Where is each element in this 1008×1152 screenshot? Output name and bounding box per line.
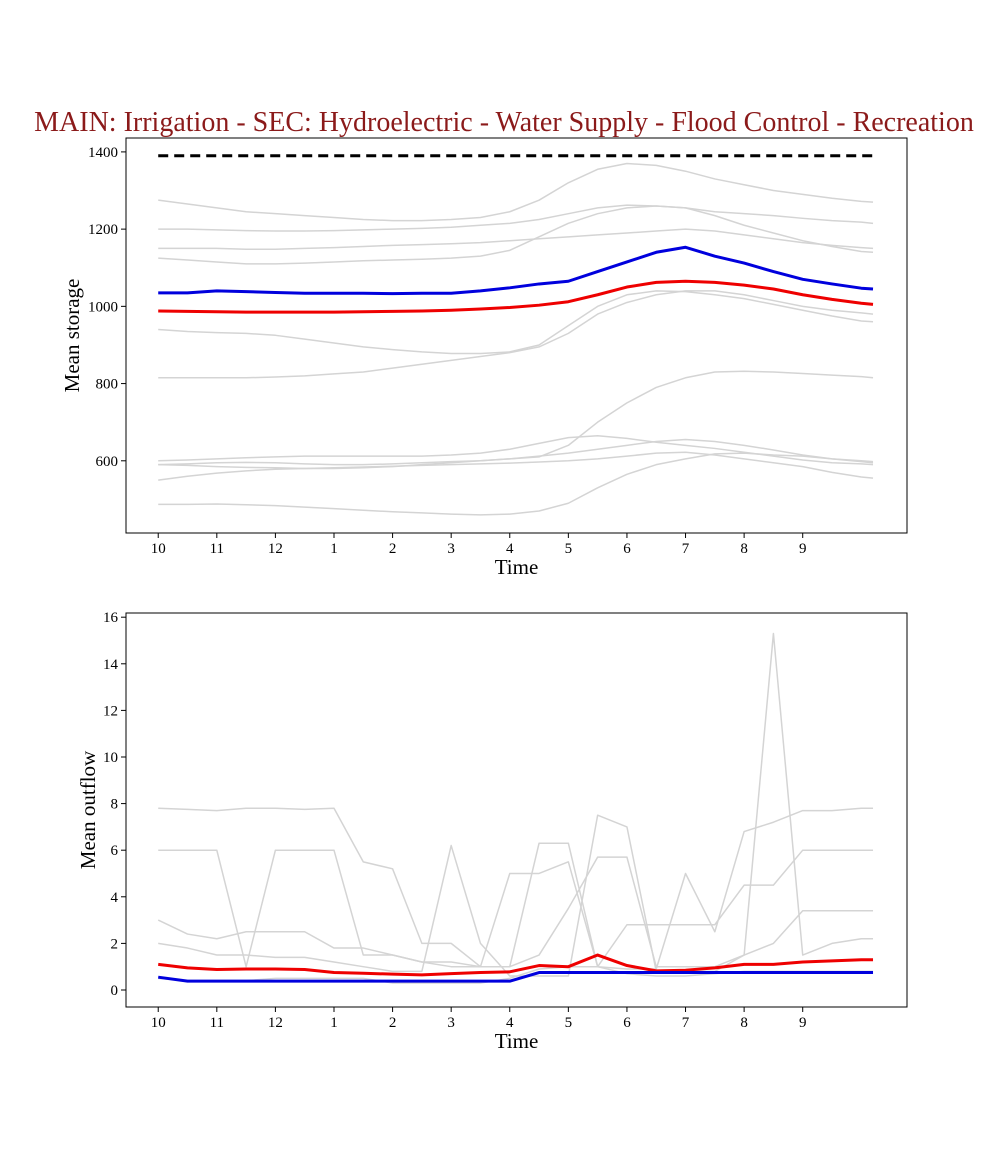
- series-line: [158, 279, 874, 314]
- figure-title: MAIN: Irrigation - SEC: Hydroelectric - …: [34, 107, 974, 138]
- y-tick-label: 10: [103, 750, 118, 766]
- series-line: [158, 228, 874, 250]
- series-line: [158, 953, 874, 977]
- x-tick-label: 3: [447, 1015, 455, 1031]
- x-tick-label: 10: [151, 1015, 166, 1031]
- x-tick-label: 8: [740, 541, 748, 557]
- series-line: [158, 971, 874, 983]
- series-line: [157, 856, 874, 968]
- series-line: [158, 204, 874, 232]
- x-tick-label: 12: [268, 541, 283, 557]
- series-line: [158, 290, 874, 355]
- x-tick-label: 1: [330, 541, 338, 557]
- y-tick-label: 2: [111, 936, 119, 952]
- y-tick-label: 0: [111, 983, 119, 999]
- x-tick-label: 10: [151, 541, 166, 557]
- x-tick-label: 3: [447, 541, 455, 557]
- x-tick-label: 7: [682, 541, 690, 557]
- x-tick-label: 9: [799, 541, 807, 557]
- series-line: [158, 451, 874, 481]
- y-tick-label: 8: [111, 797, 119, 813]
- x-tick-label: 5: [565, 541, 573, 557]
- x-axis-label: Time: [495, 1029, 539, 1053]
- x-tick-label: 6: [623, 541, 631, 557]
- x-tick-label: 2: [389, 1015, 397, 1031]
- x-axis-label: Time: [495, 555, 539, 579]
- y-tick-label: 12: [103, 703, 118, 719]
- x-tick-label: 11: [210, 541, 224, 557]
- y-tick-label: 1200: [88, 222, 118, 238]
- series-line: [158, 162, 874, 222]
- series-line: [158, 245, 874, 296]
- x-tick-label: 4: [506, 541, 514, 557]
- y-tick-label: 4: [111, 890, 119, 906]
- series-line: [158, 452, 874, 516]
- x-tick-label: 11: [210, 1015, 224, 1031]
- y-tick-label: 1400: [88, 145, 118, 161]
- series-line: [158, 849, 874, 968]
- series-line: [158, 370, 874, 470]
- x-tick-label: 6: [623, 1015, 631, 1031]
- x-tick-label: 4: [506, 1015, 514, 1031]
- x-tick-label: 7: [682, 1015, 690, 1031]
- series-line: [158, 807, 874, 970]
- y-axis-label: Mean outflow: [76, 750, 100, 869]
- series-line: [158, 290, 874, 379]
- plot-area: [125, 137, 908, 534]
- series-line: [158, 434, 874, 466]
- x-tick-label: 2: [389, 541, 397, 557]
- y-tick-label: 16: [103, 610, 119, 626]
- x-tick-label: 12: [268, 1015, 283, 1031]
- series-line: [158, 205, 874, 265]
- plot-area: [125, 612, 908, 1008]
- x-tick-label: 9: [799, 1015, 807, 1031]
- x-tick-label: 1: [330, 1015, 338, 1031]
- y-tick-label: 600: [96, 454, 119, 470]
- x-tick-label: 5: [565, 1015, 573, 1031]
- y-tick-label: 14: [103, 657, 119, 673]
- y-tick-label: 6: [111, 843, 119, 859]
- y-tick-label: 800: [96, 377, 119, 393]
- y-tick-label: 1000: [88, 299, 118, 315]
- y-axis-label: Mean storage: [60, 279, 84, 393]
- x-tick-label: 8: [740, 1015, 748, 1031]
